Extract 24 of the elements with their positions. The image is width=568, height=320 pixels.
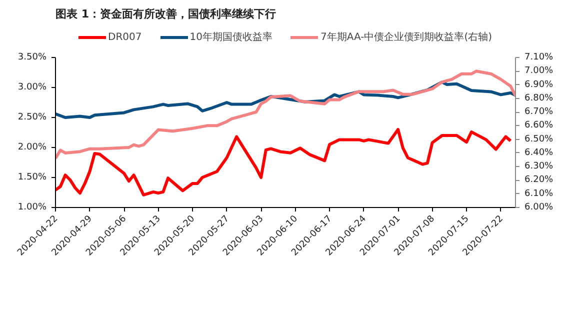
y2-tick-label: 6.40% [524, 148, 554, 158]
y2-tick-label: 6.70% [524, 107, 554, 118]
y-tick-label: 3.00% [18, 82, 47, 92]
y2-tick-label: 6.30% [524, 162, 554, 172]
y2-tick-label: 6.00% [524, 202, 554, 212]
y2-tick-label: 6.50% [524, 134, 554, 144]
legend-label: 7年期AA-中债企业债到期收益率(右轴) [320, 30, 492, 44]
chart-title: 图表 1：资金面有所改善，国债利率继续下行 [56, 8, 276, 20]
y-tick-label: 1.50% [18, 172, 47, 182]
legend-label: DR007 [108, 32, 142, 42]
y2-tick-label: 6.80% [524, 93, 554, 104]
line-series [56, 70, 516, 160]
y2-tick-label: 6.10% [524, 188, 554, 199]
legend-label: 10年期国债收益率 [190, 30, 272, 44]
y2-tick-label: 6.20% [524, 175, 554, 186]
y2-tick-label: 6.90% [524, 80, 554, 90]
y-tick-label: 3.50% [18, 52, 47, 62]
y2-tick-label: 7.10% [524, 52, 554, 62]
y-tick-label: 1.00% [18, 202, 47, 212]
y2-tick-label: 6.60% [524, 120, 554, 131]
y2-tick-label: 7.00% [524, 66, 554, 76]
y-tick-label: 2.00% [18, 142, 47, 152]
y-tick-label: 2.50% [18, 112, 47, 122]
line-series [56, 128, 512, 196]
